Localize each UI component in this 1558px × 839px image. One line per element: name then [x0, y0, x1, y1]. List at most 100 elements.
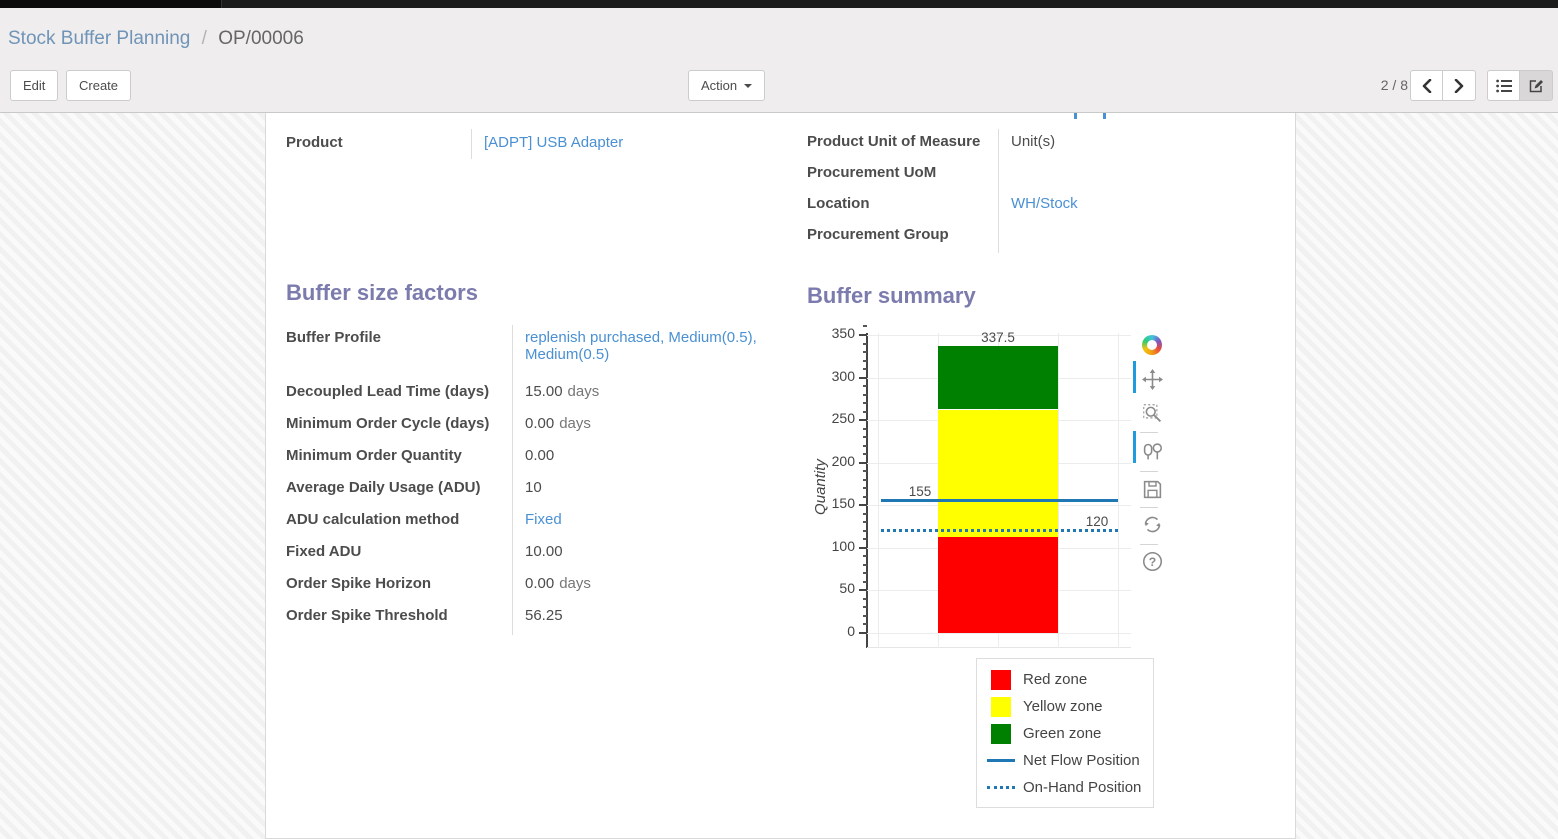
view-switcher [1487, 70, 1553, 101]
tick-minor [863, 580, 867, 583]
field-group-left: Product [ADPT] USB Adapter [286, 129, 766, 159]
section-title-buffer-factors: Buffer size factors [286, 280, 478, 305]
legend-item-net-flow-position[interactable]: Net Flow Position [987, 747, 1153, 774]
zone [938, 409, 1058, 538]
line-swatch [987, 786, 1015, 789]
help-icon[interactable]: ? [1140, 549, 1164, 573]
hgrid [867, 335, 1131, 336]
product-value-link[interactable]: [ADPT] USB Adapter [484, 134, 624, 151]
spike-horizon-value: 0.00 [525, 575, 555, 592]
tick-minor [863, 393, 867, 396]
moc-unit: days [559, 415, 591, 432]
save-icon[interactable] [1140, 477, 1164, 501]
tick-minor [863, 623, 867, 626]
moc-label: Minimum Order Cycle (days) [286, 415, 490, 432]
plotly-logo[interactable] [1140, 333, 1164, 357]
tick-major [859, 546, 867, 549]
zone-swatch [991, 723, 1011, 744]
breadcrumb-parent-link[interactable]: Stock Buffer Planning [8, 28, 191, 49]
line-swatch [987, 759, 1015, 762]
y-axis-line [866, 333, 868, 648]
hline [881, 528, 1118, 532]
buffer-factors-group: Buffer Profile replenish purchased, Medi… [286, 325, 797, 635]
legend-item-red-zone[interactable]: Red zone [987, 666, 1153, 693]
clipped-text-remnant [1074, 113, 1077, 119]
modebar-separator [1140, 507, 1158, 508]
breadcrumb: Stock Buffer Planning / OP/00006 [8, 28, 304, 50]
dlt-value: 15.00 [525, 383, 563, 400]
tick-major [859, 632, 867, 634]
chart-legend: Red zone Yellow zone Green zone Net Flow… [976, 658, 1154, 808]
breadcrumb-current: OP/00006 [218, 28, 304, 49]
tick-minor [863, 410, 867, 413]
breadcrumb-separator: / [201, 28, 207, 49]
svg-text:?: ? [1148, 554, 1155, 568]
zoom-icon[interactable] [1140, 401, 1164, 425]
tick-minor [863, 359, 867, 362]
pager-previous-button[interactable] [1410, 70, 1443, 101]
buffer-profile-value-link[interactable]: replenish purchased, Medium(0.5), Medium… [525, 329, 757, 363]
tick-minor [863, 427, 867, 430]
tick-minor [863, 495, 867, 498]
tick-major [859, 504, 867, 507]
pan-icon[interactable] [1140, 367, 1164, 391]
tick-minor [863, 597, 867, 600]
pager-counter: 2 / 8 [1380, 77, 1408, 93]
action-button[interactable]: Action [688, 70, 766, 101]
legend-item-on-hand-position[interactable]: On-Hand Position [987, 774, 1153, 801]
tick-minor [863, 538, 867, 541]
adu-method-value-link[interactable]: Fixed [525, 511, 562, 528]
form-sheet: Product [ADPT] USB Adapter Product Unit … [265, 113, 1296, 839]
browser-top-strip [0, 0, 1558, 8]
form-view-icon [1529, 79, 1543, 92]
adu-method-label: ADU calculation method [286, 511, 460, 528]
legend-item-green-zone[interactable]: Green zone [987, 720, 1153, 747]
product-label: Product [286, 134, 343, 151]
chevron-left-icon [1422, 78, 1431, 93]
form-view-button[interactable] [1520, 70, 1553, 101]
line-label: 120 [1085, 513, 1109, 529]
pager-next-button[interactable] [1443, 70, 1476, 101]
adu-value: 10 [525, 479, 542, 496]
browser-tab-remnant [0, 0, 222, 8]
moq-label: Minimum Order Quantity [286, 447, 462, 464]
tick-minor [863, 478, 867, 481]
tick-minor [863, 325, 867, 328]
modebar-active-indicator [1133, 431, 1136, 463]
tick-minor [863, 444, 867, 447]
tick-minor [863, 563, 867, 566]
dlt-unit: days [567, 383, 600, 400]
vgrid [1118, 333, 1119, 648]
reset-icon[interactable] [1140, 512, 1164, 536]
tick-major [859, 334, 867, 336]
zone [938, 345, 1058, 410]
ytick-label: 300 [831, 367, 855, 384]
legend-label: Yellow zone [1023, 698, 1103, 715]
location-value-link[interactable]: WH/Stock [1011, 195, 1078, 212]
edit-button[interactable]: Edit [10, 70, 59, 101]
moq-value: 0.00 [525, 447, 555, 464]
list-view-button[interactable] [1487, 70, 1520, 101]
zone-label: 337.5 [981, 329, 1015, 345]
list-view-icon [1495, 79, 1512, 92]
tick-major [859, 461, 867, 464]
moc-value: 0.00 [525, 415, 555, 432]
zone-swatch [991, 669, 1011, 690]
zone [938, 537, 1058, 633]
compare-hover-icon[interactable] [1140, 439, 1164, 463]
control-panel: Stock Buffer Planning / OP/00006 Edit Cr… [0, 8, 1558, 113]
create-button[interactable]: Create [66, 70, 132, 101]
fixed-adu-label: Fixed ADU [286, 543, 362, 560]
adu-label: Average Daily Usage (ADU) [286, 479, 481, 496]
spike-horizon-label: Order Spike Horizon [286, 575, 432, 592]
line-label: 155 [908, 484, 932, 500]
spike-threshold-value: 56.25 [525, 607, 563, 624]
legend-label: Red zone [1023, 671, 1088, 688]
tick-minor [863, 385, 867, 388]
legend-item-yellow-zone[interactable]: Yellow zone [987, 693, 1153, 720]
vgrid [878, 333, 879, 648]
ytick-label: 150 [831, 495, 855, 512]
caret-down-icon [744, 83, 753, 88]
